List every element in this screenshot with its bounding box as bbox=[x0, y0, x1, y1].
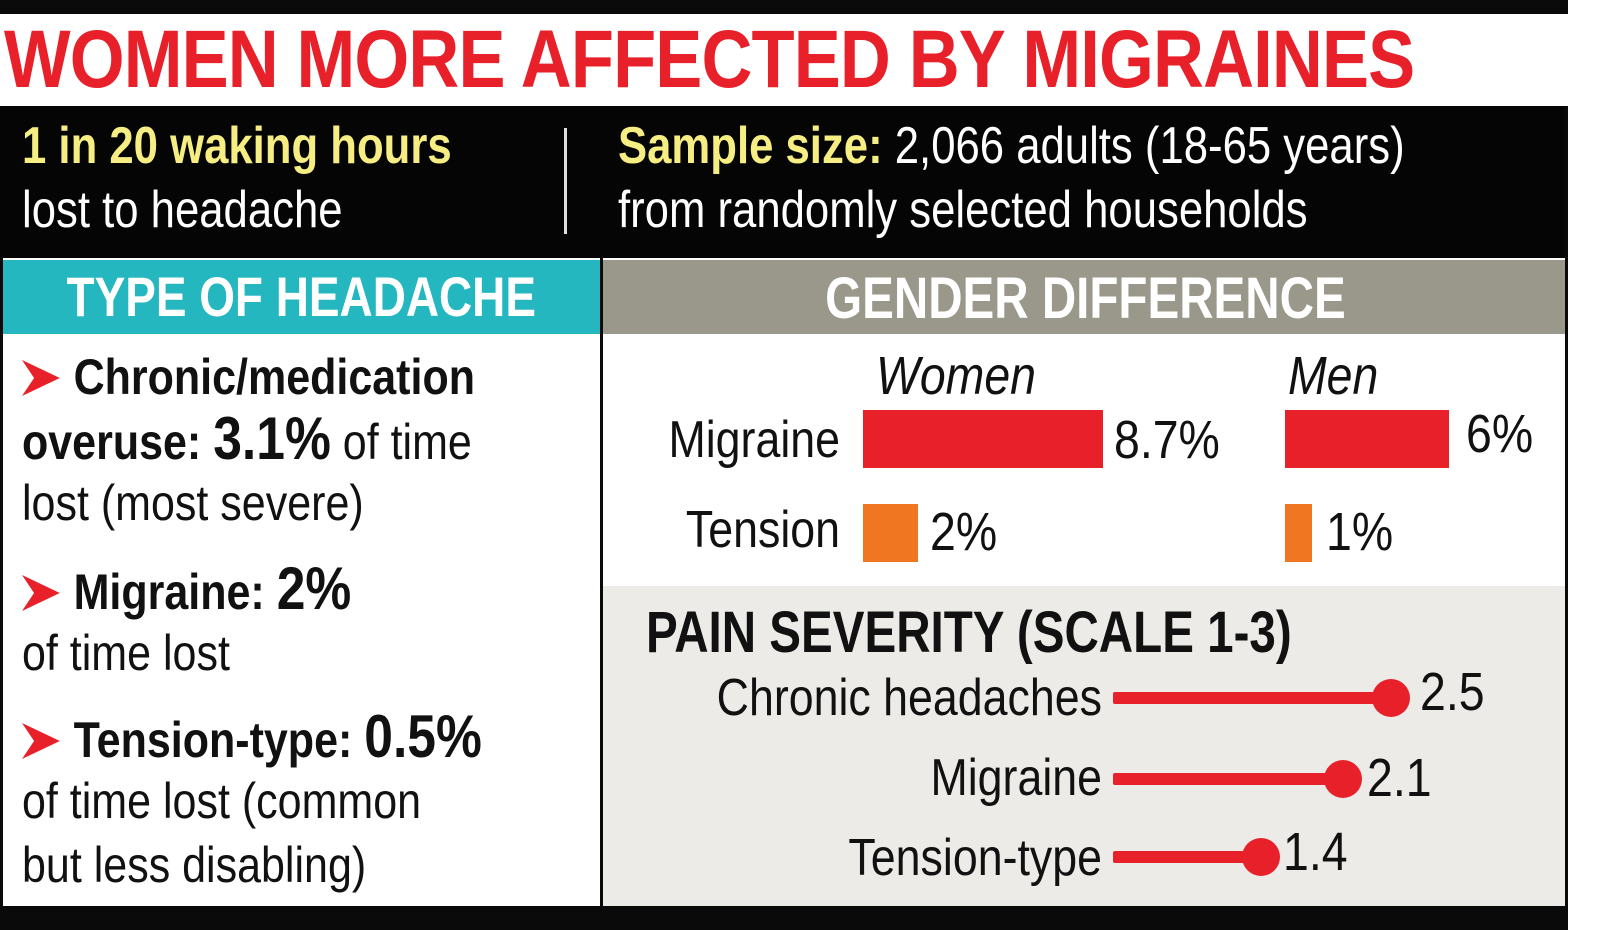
bullet-chronic-line2: overuse: 3.1% of time bbox=[22, 405, 472, 472]
right-border bbox=[1565, 106, 1568, 910]
bullet-tension-line3: but less disabling) bbox=[22, 837, 367, 893]
gender-difference-title: GENDER DIFFERENCE bbox=[825, 266, 1346, 331]
bullet-tension-line1: Tension-type: 0.5% bbox=[22, 706, 482, 771]
pain-dot-chronic bbox=[1372, 679, 1410, 717]
sample-size-value: 2,066 adults (18-65 years) bbox=[882, 117, 1405, 175]
bullet-migraine-line2: of time lost bbox=[22, 625, 230, 681]
pain-value-tension: 1.4 bbox=[1283, 822, 1348, 882]
value-women-tension: 2% bbox=[930, 502, 998, 562]
arrow-bullet-icon bbox=[22, 723, 60, 759]
column-women: Women bbox=[876, 346, 1037, 406]
pain-severity-title: PAIN SEVERITY (SCALE 1-3) bbox=[646, 600, 1292, 665]
bar-women-tension bbox=[863, 504, 918, 562]
info-sample-size: Sample size: 2,066 adults (18-65 years) bbox=[618, 114, 1405, 178]
info-left-highlight: 1 in 20 waking hours bbox=[22, 114, 452, 178]
row-label-tension: Tension bbox=[685, 501, 840, 559]
headline: WOMEN MORE AFFECTED BY MIGRAINES bbox=[4, 14, 1415, 105]
type-of-headache-header bbox=[3, 260, 600, 334]
sample-size-label: Sample size: bbox=[618, 117, 883, 175]
type-of-headache-panel bbox=[0, 258, 603, 908]
bullet-chronic-line1: Chronic/medication bbox=[22, 346, 475, 408]
bar-men-migraine bbox=[1285, 410, 1449, 468]
bullet-tension-line2: of time lost (common bbox=[22, 773, 422, 829]
tension-value: 0.5% bbox=[364, 703, 482, 770]
right-margin bbox=[1568, 0, 1600, 930]
bar-men-tension bbox=[1285, 504, 1312, 562]
value-women-migraine: 8.7% bbox=[1114, 410, 1220, 470]
bottom-black-rule bbox=[0, 906, 1568, 930]
pain-line-migraine bbox=[1113, 773, 1343, 785]
value-men-tension: 1% bbox=[1326, 502, 1394, 562]
top-black-rule bbox=[0, 0, 1568, 14]
pain-dot-migraine bbox=[1324, 760, 1362, 798]
pain-dot-tension bbox=[1242, 838, 1280, 876]
bullet-migraine-line1: Migraine: 2% bbox=[22, 558, 351, 623]
pain-value-migraine: 2.1 bbox=[1367, 748, 1432, 808]
info-left-rest: lost to headache bbox=[22, 181, 343, 239]
arrow-bullet-icon bbox=[22, 575, 60, 611]
arrow-bullet-icon bbox=[22, 360, 60, 396]
info-sample-source: from randomly selected households bbox=[618, 181, 1308, 239]
bar-women-migraine bbox=[863, 410, 1103, 468]
type-of-headache-title: TYPE OF HEADACHE bbox=[66, 265, 537, 328]
gender-difference-header bbox=[603, 260, 1568, 334]
pain-label-tension: Tension-type bbox=[848, 829, 1102, 887]
migraine-value: 2% bbox=[276, 555, 352, 622]
pain-line-chronic bbox=[1113, 692, 1393, 704]
value-men-migraine: 6% bbox=[1466, 404, 1534, 464]
info-band bbox=[0, 106, 1568, 258]
pain-value-chronic: 2.5 bbox=[1420, 662, 1485, 722]
pain-severity-chart bbox=[603, 586, 1568, 906]
pain-label-chronic: Chronic headaches bbox=[716, 669, 1102, 727]
waking-hours-stat: 1 in 20 waking hours bbox=[22, 117, 452, 175]
info-divider bbox=[564, 128, 567, 234]
pain-label-migraine: Migraine bbox=[930, 749, 1102, 807]
column-men: Men bbox=[1288, 346, 1379, 406]
bullet-chronic-line3: lost (most severe) bbox=[22, 475, 364, 531]
row-label-migraine: Migraine bbox=[668, 411, 840, 469]
pain-line-tension bbox=[1113, 851, 1263, 863]
chronic-value: 3.1% bbox=[213, 405, 331, 472]
